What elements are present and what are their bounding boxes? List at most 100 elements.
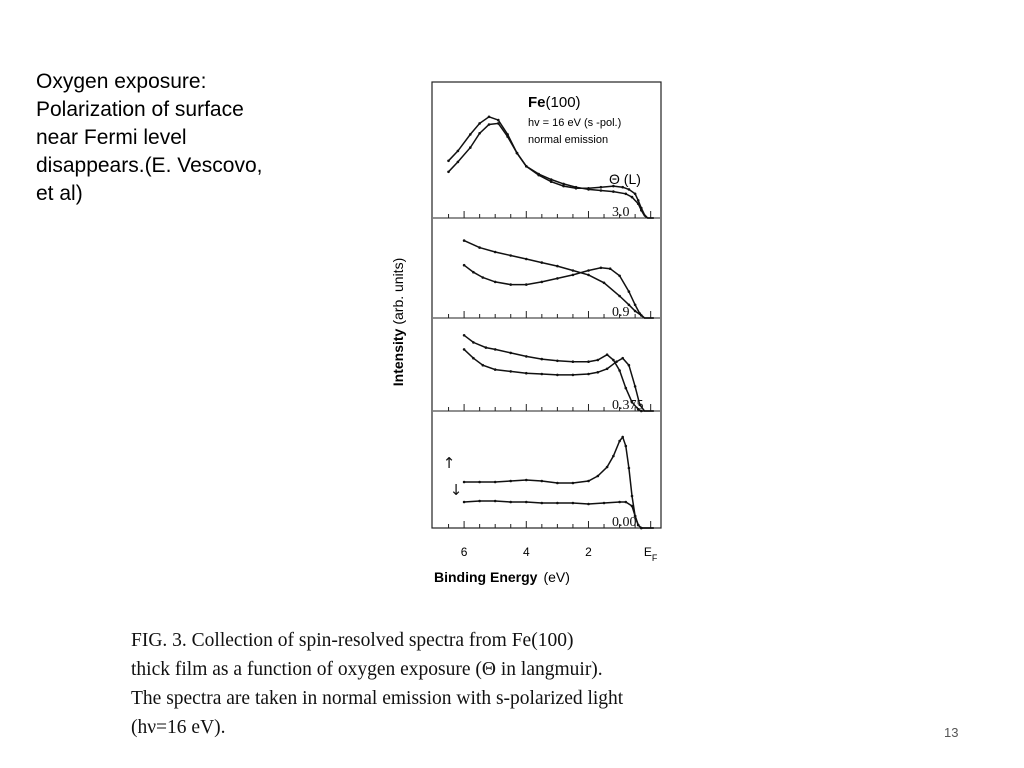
data-point	[640, 409, 643, 413]
data-point	[493, 348, 497, 351]
data-point	[462, 500, 466, 504]
data-point	[472, 341, 475, 344]
data-point	[627, 363, 631, 367]
caption-line: (hν=16 eV).	[131, 717, 226, 738]
data-point	[472, 356, 475, 360]
data-point	[624, 444, 628, 448]
data-point	[587, 502, 590, 506]
data-point	[525, 257, 528, 261]
data-point	[478, 480, 481, 484]
data-point	[633, 192, 637, 196]
data-point	[487, 115, 491, 119]
data-point	[587, 372, 590, 376]
data-point	[627, 188, 631, 191]
slide-text-line: Polarization of surface	[36, 98, 244, 121]
data-point	[624, 386, 628, 390]
data-point	[587, 360, 590, 364]
data-point	[462, 480, 466, 484]
data-point	[497, 122, 500, 125]
x-axis-label-bold: Binding Energy	[434, 569, 538, 585]
data-point	[633, 309, 637, 313]
data-point	[602, 281, 606, 285]
data-point	[456, 149, 460, 153]
data-point	[638, 403, 642, 407]
data-point	[493, 368, 497, 371]
data-point	[456, 160, 460, 164]
x-tick-label: 4	[523, 545, 530, 559]
chart-subtitle-line: hv = 16 eV (s -pol.)	[528, 117, 621, 129]
data-point	[571, 373, 575, 377]
data-point	[525, 165, 528, 168]
data-point	[478, 246, 481, 249]
data-point	[525, 371, 528, 375]
data-point	[612, 358, 615, 362]
data-point	[462, 348, 466, 351]
data-point	[509, 351, 512, 355]
data-point	[627, 466, 631, 470]
x-axis-label-unit: (eV)	[543, 569, 569, 585]
data-point	[605, 367, 609, 371]
data-point	[624, 192, 628, 196]
y-axis-label: Intensity (arb. units)	[390, 258, 406, 387]
spectrum-line	[447, 122, 654, 219]
data-point	[509, 283, 512, 286]
data-point	[556, 359, 559, 363]
spin-down-arrow: ↓	[450, 481, 463, 499]
data-point	[630, 195, 634, 199]
data-point	[556, 501, 559, 505]
data-point	[587, 273, 590, 277]
data-point	[633, 303, 637, 307]
data-point	[478, 499, 481, 503]
chart-subtitle-line: normal emission	[528, 134, 608, 146]
data-point	[525, 478, 528, 482]
slide-text-line: near Fermi level	[36, 126, 187, 149]
slide-text-line: et al)	[36, 182, 83, 205]
spectrum-line	[447, 115, 654, 219]
data-point	[640, 206, 643, 210]
data-point	[571, 269, 575, 272]
data-point	[549, 180, 553, 183]
data-point	[462, 334, 466, 337]
exposure-label: 3.0	[612, 205, 630, 220]
x-axis-label: Binding Energy (eV)	[434, 569, 570, 585]
data-point	[571, 501, 575, 505]
data-point	[509, 500, 512, 504]
data-point	[549, 178, 553, 181]
figure-caption: FIG. 3. Collection of spin-resolved spec…	[131, 626, 821, 742]
data-point	[509, 254, 512, 257]
page-number: 13	[944, 725, 959, 740]
data-point	[630, 504, 634, 508]
x-tick-subscript: F	[652, 553, 658, 563]
data-point	[618, 369, 621, 372]
data-point	[618, 439, 621, 443]
data-point	[540, 357, 544, 361]
caption-line: The spectra are taken in normal emission…	[131, 688, 624, 709]
data-point	[587, 479, 590, 483]
data-point	[638, 312, 642, 315]
data-point	[497, 118, 500, 122]
data-point	[556, 264, 559, 268]
data-point	[624, 500, 628, 504]
data-point	[509, 370, 512, 373]
exposure-label: 0.9	[612, 305, 630, 320]
exposure-label: 0.375	[612, 398, 644, 413]
data-point	[630, 494, 634, 498]
data-point	[481, 276, 485, 279]
data-point	[540, 479, 544, 483]
data-point	[615, 360, 618, 364]
spectra-figure: 3.0 0.9 0.375 0.00 6 4 2 EF ↑ ↓ Fe(100) hv = 16 e…	[390, 81, 662, 585]
data-point	[596, 358, 600, 362]
data-point	[599, 189, 603, 192]
data-point	[621, 185, 624, 189]
data-point	[571, 360, 575, 364]
data-point	[506, 135, 509, 138]
data-point	[515, 151, 519, 155]
data-point	[525, 355, 528, 358]
panel-header: Θ (L)	[609, 171, 641, 187]
data-point	[627, 290, 631, 293]
data-point	[493, 480, 497, 484]
caption-line: thick film as a function of oxygen expos…	[131, 659, 603, 680]
data-point	[556, 373, 559, 377]
data-point	[605, 353, 609, 357]
data-point	[562, 184, 565, 188]
